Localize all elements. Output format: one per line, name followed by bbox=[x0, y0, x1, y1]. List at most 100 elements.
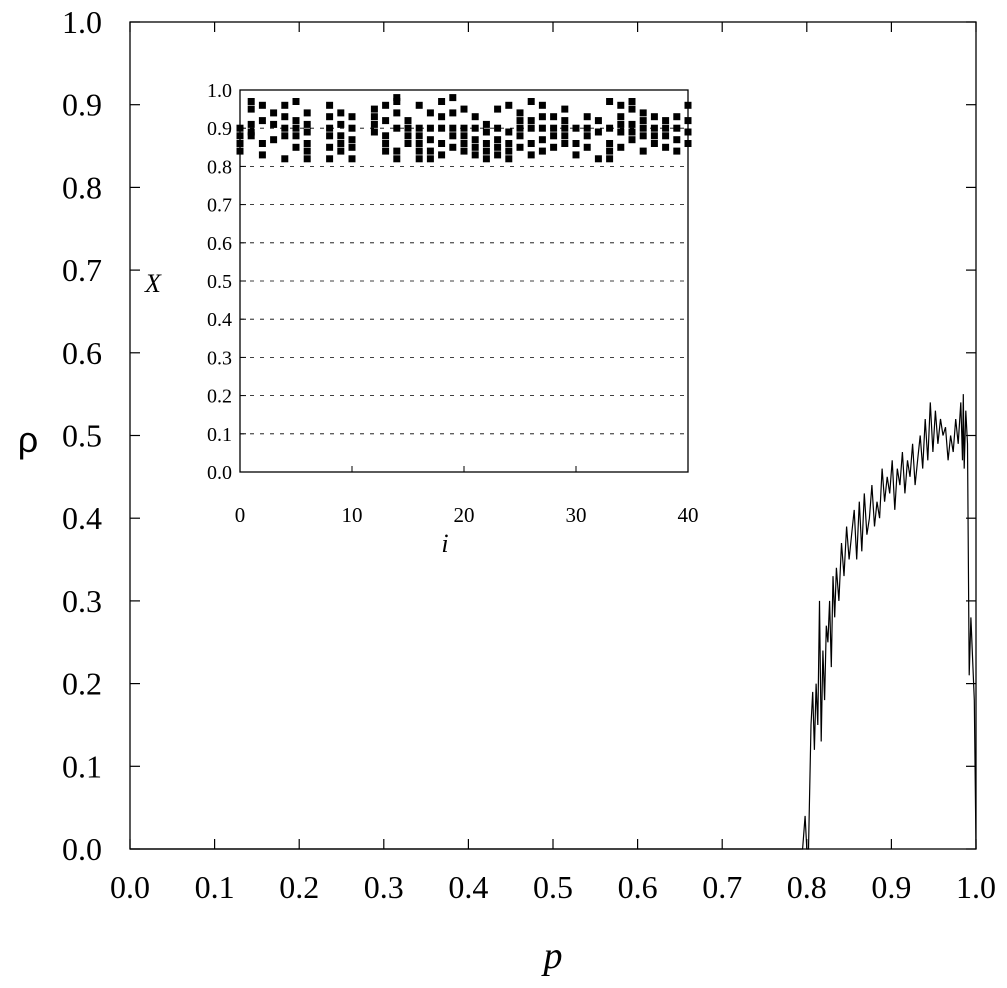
inset-point bbox=[471, 113, 479, 121]
inset-y-tick-label-4: 0.4 bbox=[207, 309, 232, 331]
inset-y-tick-label-3: 0.3 bbox=[207, 347, 232, 369]
inset-point bbox=[628, 120, 636, 128]
inset-point bbox=[236, 147, 244, 155]
inset-point bbox=[438, 98, 446, 105]
inset-point bbox=[583, 132, 591, 140]
inset-point bbox=[538, 124, 546, 132]
inset-point bbox=[247, 132, 255, 140]
inset-x-tick-label-4: 40 bbox=[678, 503, 699, 527]
inset-point bbox=[281, 124, 289, 132]
inset-point bbox=[617, 101, 625, 109]
inset-point bbox=[516, 143, 524, 151]
inset-point bbox=[505, 155, 513, 163]
inset-point bbox=[550, 132, 558, 140]
main-x-tick-label-4: 0.4 bbox=[448, 869, 488, 905]
inset-point bbox=[382, 140, 390, 147]
inset-point bbox=[494, 124, 502, 132]
inset-x-axis-label: i bbox=[441, 529, 448, 558]
inset-point bbox=[281, 101, 289, 109]
inset-point bbox=[527, 140, 535, 147]
inset-point bbox=[505, 128, 513, 136]
inset-point bbox=[460, 124, 468, 132]
inset-point bbox=[303, 120, 311, 128]
inset-point bbox=[303, 109, 311, 117]
inset-point bbox=[460, 147, 468, 155]
inset-point bbox=[326, 143, 334, 151]
inset-point bbox=[572, 140, 580, 147]
inset-point bbox=[382, 101, 390, 109]
inset-point bbox=[494, 151, 502, 159]
main-y-tick-label-7: 0.7 bbox=[62, 252, 102, 288]
inset-point bbox=[550, 124, 558, 132]
inset-point bbox=[628, 98, 636, 105]
inset-point bbox=[505, 147, 513, 155]
inset-point bbox=[438, 124, 446, 132]
inset-point bbox=[527, 117, 535, 125]
inset-point bbox=[247, 128, 255, 136]
inset-point bbox=[326, 101, 334, 109]
inset-point bbox=[494, 143, 502, 151]
inset-point bbox=[662, 117, 670, 125]
inset-point bbox=[527, 124, 535, 132]
inset-point bbox=[337, 132, 345, 140]
inset-point bbox=[516, 117, 524, 125]
inset-series-points bbox=[236, 94, 692, 163]
inset-y-tick-labels: 0.0 0.1 0.2 0.3 0.4 0.5 0.6 0.7 0.8 0.9 1.0 bbox=[207, 80, 232, 484]
inset-y-tick-label-1: 0.1 bbox=[207, 424, 232, 446]
inset-point bbox=[258, 101, 266, 109]
inset-point bbox=[236, 132, 244, 140]
inset-point bbox=[438, 113, 446, 121]
inset-point bbox=[482, 128, 490, 136]
main-x-tick-label-3: 0.3 bbox=[364, 869, 404, 905]
inset-point bbox=[438, 151, 446, 159]
inset-point bbox=[426, 155, 434, 163]
inset-x-tick-labels: 0 10 20 30 40 bbox=[235, 503, 699, 527]
inset-point bbox=[482, 140, 490, 147]
inset-point bbox=[236, 124, 244, 132]
inset-x-tick-label-0: 0 bbox=[235, 503, 246, 527]
inset-point bbox=[538, 101, 546, 109]
main-x-axis-label: p bbox=[541, 935, 563, 977]
inset-point bbox=[572, 151, 580, 159]
main-y-tick-label-8: 0.8 bbox=[62, 169, 102, 205]
inset-point bbox=[650, 132, 658, 140]
inset-point bbox=[415, 147, 423, 155]
inset-point bbox=[561, 132, 569, 140]
inset-point bbox=[617, 128, 625, 136]
inset-point bbox=[561, 117, 569, 125]
inset-point bbox=[561, 124, 569, 132]
inset-point bbox=[471, 151, 479, 159]
inset-point bbox=[449, 143, 457, 151]
inset-point bbox=[415, 124, 423, 132]
inset-point bbox=[617, 143, 625, 151]
main-y-tick-label-1: 0.1 bbox=[62, 748, 102, 784]
inset-point bbox=[292, 117, 300, 125]
inset-point bbox=[326, 155, 334, 163]
inset-point bbox=[247, 105, 255, 113]
inset-point bbox=[684, 140, 692, 147]
inset-point bbox=[382, 147, 390, 155]
inset-point bbox=[449, 124, 457, 132]
inset-point bbox=[415, 140, 423, 147]
main-y-tick-label-4: 0.4 bbox=[62, 500, 102, 536]
inset-point bbox=[393, 155, 401, 163]
main-y-tick-label-0: 0.0 bbox=[62, 831, 102, 867]
inset-point bbox=[684, 128, 692, 136]
inset-point bbox=[594, 117, 602, 125]
inset-point bbox=[348, 136, 356, 144]
main-y-axis-label: ρ bbox=[18, 419, 38, 460]
inset-point bbox=[650, 140, 658, 147]
inset-x-tick-label-3: 30 bbox=[566, 503, 587, 527]
inset-point bbox=[348, 113, 356, 121]
inset-point bbox=[337, 120, 345, 128]
inset-point bbox=[538, 136, 546, 144]
inset-point bbox=[348, 155, 356, 163]
inset-point bbox=[247, 98, 255, 105]
inset-point bbox=[415, 132, 423, 140]
inset-point bbox=[662, 143, 670, 151]
inset-point bbox=[482, 155, 490, 163]
inset-point bbox=[550, 113, 558, 121]
inset-point bbox=[370, 105, 378, 113]
inset-point bbox=[270, 109, 278, 117]
